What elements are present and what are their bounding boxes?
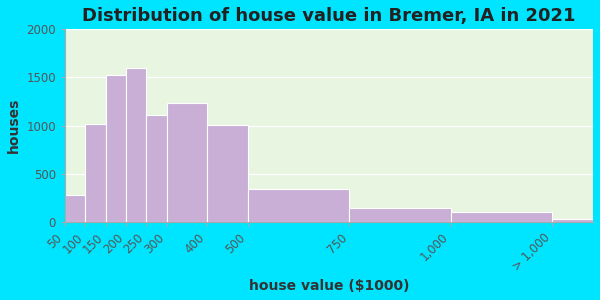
Bar xyxy=(167,103,207,222)
Bar xyxy=(553,219,600,222)
Bar xyxy=(126,68,146,222)
Bar xyxy=(349,208,451,222)
Bar xyxy=(146,115,167,222)
Title: Distribution of house value in Bremer, IA in 2021: Distribution of house value in Bremer, I… xyxy=(82,7,576,25)
Bar xyxy=(65,195,85,222)
Y-axis label: houses: houses xyxy=(7,98,21,153)
Bar xyxy=(106,75,126,222)
Bar xyxy=(451,212,553,222)
X-axis label: house value ($1000): house value ($1000) xyxy=(249,279,409,293)
Bar xyxy=(207,125,248,222)
Bar xyxy=(248,189,349,222)
Bar xyxy=(85,124,106,222)
